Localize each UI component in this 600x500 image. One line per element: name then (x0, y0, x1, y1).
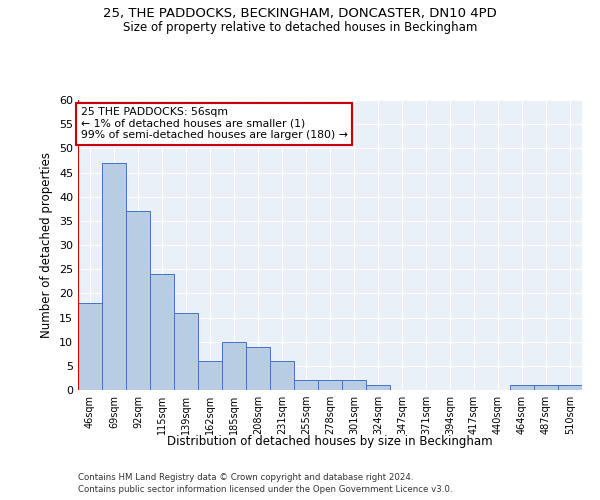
Text: Distribution of detached houses by size in Beckingham: Distribution of detached houses by size … (167, 435, 493, 448)
Text: 25 THE PADDOCKS: 56sqm
← 1% of detached houses are smaller (1)
99% of semi-detac: 25 THE PADDOCKS: 56sqm ← 1% of detached … (80, 108, 347, 140)
Bar (174, 312, 198, 390)
Bar (102, 163, 126, 390)
Bar (510, 385, 534, 390)
Bar (78, 303, 102, 390)
Bar (366, 385, 390, 390)
Y-axis label: Number of detached properties: Number of detached properties (40, 152, 53, 338)
Bar (198, 361, 222, 390)
Text: 25, THE PADDOCKS, BECKINGHAM, DONCASTER, DN10 4PD: 25, THE PADDOCKS, BECKINGHAM, DONCASTER,… (103, 8, 497, 20)
Bar (318, 380, 342, 390)
Bar (558, 385, 582, 390)
Bar (534, 385, 558, 390)
Bar (294, 380, 318, 390)
Bar (246, 346, 270, 390)
Bar (222, 342, 246, 390)
Text: Contains public sector information licensed under the Open Government Licence v3: Contains public sector information licen… (78, 485, 452, 494)
Bar (270, 361, 294, 390)
Text: Contains HM Land Registry data © Crown copyright and database right 2024.: Contains HM Land Registry data © Crown c… (78, 472, 413, 482)
Text: Size of property relative to detached houses in Beckingham: Size of property relative to detached ho… (123, 21, 477, 34)
Bar (342, 380, 366, 390)
Bar (126, 211, 150, 390)
Bar (150, 274, 174, 390)
